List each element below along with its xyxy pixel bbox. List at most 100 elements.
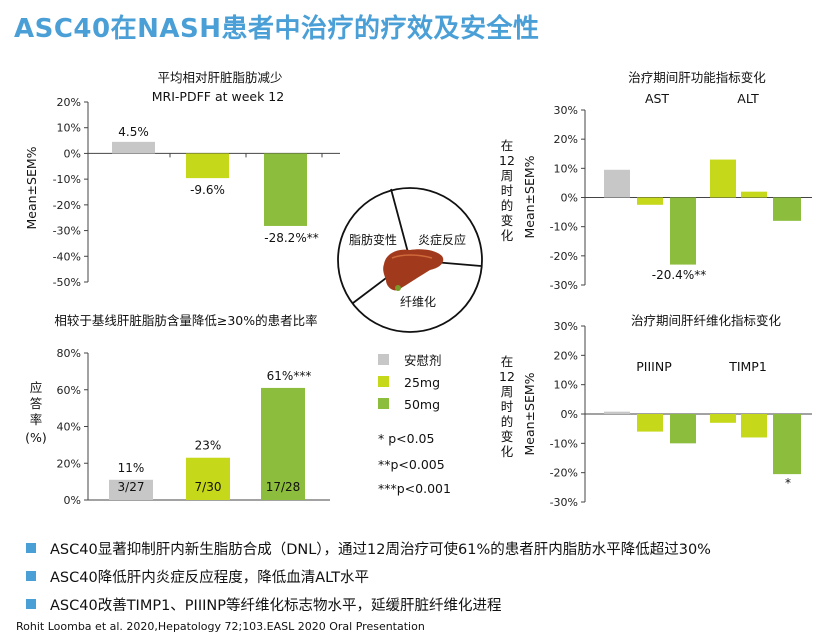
chart1-subtitle: MRI-PDFF at week 12 (152, 89, 284, 104)
diagram-segment-inflammation: 炎症反应 (418, 232, 466, 247)
bullet-text: ASC40改善TIMP1、PIIINP等纤维化标志物水平，延缓肝脏纤维化进程 (50, 597, 502, 614)
chart1-y-tick-label: 10% (57, 122, 81, 135)
chart4-y-tick-label: -30% (550, 496, 578, 509)
chart4-side-label: 化 (501, 444, 514, 459)
chart2-fraction-label: 7/30 (195, 480, 222, 494)
chart1-y-tick-label: 0% (64, 147, 81, 160)
chart4-y-tick-label: 10% (554, 379, 578, 392)
chart3-y-tick-label: -30% (550, 279, 578, 292)
bullet-square-icon (26, 571, 36, 581)
chart-fibrosis: 治疗期间肝纤维化指标变化 Mean±SEM% 30% 20% 10% 0% -10% -2… (499, 313, 812, 509)
chart4-side-label: 的 (501, 414, 514, 429)
chart2-y-tick-label: 60% (57, 384, 81, 397)
legend-significance: * p<0.05 (378, 431, 434, 446)
chart1-value-label: 4.5% (118, 125, 149, 139)
chart1-y-tick-label: -20% (53, 199, 81, 212)
chart4-bar (773, 414, 801, 475)
chart3-y-tick-label: 30% (554, 104, 578, 117)
chart4-bar (741, 414, 767, 438)
chart4-y-tick-label: -10% (550, 437, 578, 450)
chart2-y-tick-label: 0% (64, 494, 81, 507)
liver-icon (383, 249, 444, 291)
chart4-bar (710, 414, 736, 423)
legend-swatch (378, 398, 389, 409)
bullet-item: ASC40降低肝内炎症反应程度，降低血清ALT水平 (26, 562, 711, 590)
legend-label: 安慰剂 (404, 353, 442, 368)
diagram-segment-steatosis: 脂肪变性 (349, 232, 397, 247)
legend-swatch (378, 376, 389, 387)
bullet-square-icon (26, 599, 36, 609)
chart4-side-label: 时 (501, 399, 514, 414)
bullet-text: ASC40降低肝内炎症反应程度，降低血清ALT水平 (50, 569, 370, 586)
bullet-square-icon (26, 543, 36, 553)
chart3-title: 治疗期间肝功能指标变化 (628, 70, 766, 85)
chart2-ylabel-4: (%) (25, 430, 47, 445)
chart3-side-label: 时 (501, 183, 514, 198)
chart3-bar (670, 197, 696, 265)
chart4-group-label: TIMP1 (728, 359, 767, 374)
chart-mri-pdff: 平均相对肝脏脂肪减少 MRI-PDFF at week 12 Mean±SEM%… (24, 70, 340, 289)
chart3-side-label: 12 (499, 153, 515, 168)
chart3-bar (604, 169, 630, 198)
chart3-y-tick-label: -10% (550, 221, 578, 234)
chart4-y-tick-label: 30% (554, 320, 578, 333)
chart4-annotation: * (785, 476, 791, 490)
chart4-y-tick-label: 0% (561, 408, 578, 421)
chart3-group-label: AST (645, 91, 669, 106)
chart4-bar (670, 414, 696, 444)
chart4-group-label: PIIINP (636, 359, 672, 374)
diagram-divider-1 (390, 188, 411, 261)
chart3-y-tick-label: 10% (554, 162, 578, 175)
chart2-ylabel-2: 答 (30, 396, 43, 411)
reference-citation: Rohit Loomba et al. 2020,Hepatology 72;1… (16, 620, 425, 633)
chart2-fraction-label: 17/28 (266, 480, 301, 494)
chart2-value-label: 61%*** (267, 369, 312, 383)
chart4-ylabel: Mean±SEM% (522, 372, 537, 455)
chart2-ylabel-1: 应 (30, 380, 43, 395)
chart3-side-label: 在 (501, 138, 514, 153)
chart2-bar (109, 479, 153, 500)
legend-swatch (378, 354, 389, 365)
legend: 安慰剂 25mg 50mg * p<0.05 **p<0.005 ***p<0.001 (378, 353, 451, 496)
chart2-bar (261, 387, 305, 500)
chart1-y-tick-label: -10% (53, 173, 81, 186)
legend-label: 25mg (404, 375, 440, 390)
chart3-ylabel: Mean±SEM% (522, 155, 537, 238)
chart3-side-label: 的 (501, 198, 514, 213)
chart1-y-tick-label: -50% (53, 276, 81, 289)
chart3-bar (710, 159, 736, 198)
chart4-side-label: 在 (501, 354, 514, 369)
chart4-title: 治疗期间肝纤维化指标变化 (631, 313, 782, 328)
chart3-y-tick-label: 20% (554, 133, 578, 146)
chart2-y-tick-label: 20% (57, 457, 81, 470)
chart3-annotation: -20.4%** (652, 268, 706, 282)
chart2-bar (186, 457, 230, 500)
chart3-bar (773, 197, 801, 221)
chart1-bar (112, 141, 155, 154)
bullet-text: ASC40显著抑制肝内新生脂肪合成（DNL），通过12周治疗可使61%的患者肝内… (50, 541, 711, 558)
chart1-y-tick-label: 20% (57, 96, 81, 109)
chart3-side-label: 化 (501, 228, 514, 243)
diagram-segment-fibrosis: 纤维化 (400, 295, 436, 309)
chart4-bar (637, 414, 663, 432)
chart2-value-label: 23% (195, 439, 222, 453)
chart3-side-label: 变 (501, 213, 514, 228)
summary-bullets: ASC40显著抑制肝内新生脂肪合成（DNL），通过12周治疗可使61%的患者肝内… (26, 534, 711, 618)
legend-label: 50mg (404, 397, 440, 412)
chart1-y-tick-label: -30% (53, 225, 81, 238)
bullet-item: ASC40改善TIMP1、PIIINP等纤维化标志物水平，延缓肝脏纤维化进程 (26, 590, 711, 618)
chart2-title: 相较于基线肝脏脂肪含量降低≥30%的患者比率 (54, 313, 317, 328)
chart1-bar (186, 153, 229, 179)
chart3-y-tick-label: -20% (550, 250, 578, 263)
legend-significance: **p<0.005 (378, 457, 445, 472)
chart1-title: 平均相对肝脏脂肪减少 (157, 70, 282, 85)
page-title: ASC40在NASH患者中治疗的疗效及安全性 (14, 14, 540, 44)
chart3-bar (741, 191, 767, 198)
chart4-y-tick-label: -20% (550, 467, 578, 480)
nash-diagram: 脂肪变性 炎症反应 纤维化 (337, 187, 483, 333)
chart1-value-label: -28.2%** (264, 231, 318, 245)
chart4-side-label: 12 (499, 369, 515, 384)
legend-significance: ***p<0.001 (378, 481, 451, 496)
chart3-side-label: 周 (501, 168, 514, 183)
chart1-value-label: -9.6% (190, 183, 225, 197)
